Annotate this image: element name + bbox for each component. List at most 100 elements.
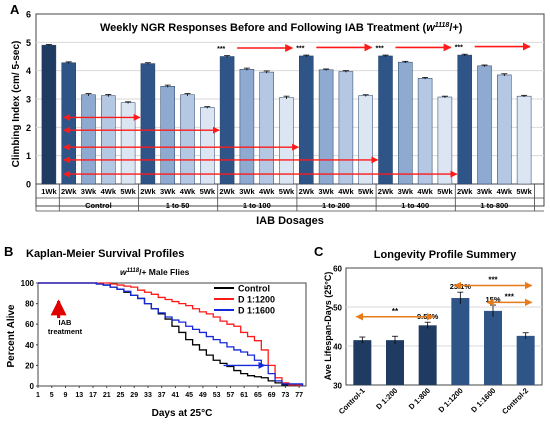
bar xyxy=(120,102,136,185)
y-tick-label: 5 xyxy=(26,38,31,48)
bar xyxy=(378,55,393,185)
significance-mark: *** xyxy=(376,45,384,52)
bar xyxy=(160,86,175,185)
panel-b-y-axis-label: Percent Alive xyxy=(6,304,17,367)
week-tick-label: 3Wk xyxy=(81,187,97,196)
week-tick-label: 3Wk xyxy=(318,187,334,196)
bar xyxy=(437,96,453,185)
significance-mark: *** xyxy=(296,45,304,52)
significance-mark: *** xyxy=(217,46,225,53)
bar xyxy=(338,71,354,185)
panel-a-x-axis-label: IAB Dosages xyxy=(256,215,324,227)
y-tick-label: 6 xyxy=(26,10,31,20)
y-tick-label: 40 xyxy=(333,343,342,352)
panel-c-letter: C xyxy=(314,244,324,259)
panel-a-significance: *** *** *** *** xyxy=(217,42,531,53)
y-tick-label: 30 xyxy=(333,382,342,391)
y-tick-label: 40 xyxy=(25,341,34,350)
panel-a-group-labels: Control 1 to 50 1 to 100 1 to 200 1 to 400 1 … xyxy=(35,184,544,212)
bar xyxy=(398,61,413,185)
y-tick-label: 4 xyxy=(26,66,31,76)
y-tick-label: 60 xyxy=(333,265,342,274)
week-tick-label: 3Wk xyxy=(477,187,493,196)
x-tick-label: 37 xyxy=(158,392,166,399)
week-tick-label: 3Wk xyxy=(239,187,255,196)
bar xyxy=(457,54,472,185)
week-tick-label: 2Wk xyxy=(140,187,156,196)
panel-a-y-ticks: 0 1 2 3 4 5 6 xyxy=(26,10,31,190)
comparison-label: *** xyxy=(505,292,515,301)
week-tick-label: 5Wk xyxy=(279,187,295,196)
bar xyxy=(497,74,512,185)
category-label: D 1:800 xyxy=(407,386,432,411)
y-tick-label: 80 xyxy=(25,300,34,309)
panel-b-subtitle: w1118/+ Male Flies xyxy=(120,267,190,277)
week-tick-label: 3Wk xyxy=(398,187,414,196)
panel-a-letter: A xyxy=(10,2,20,17)
category-label: Control-1 xyxy=(337,386,367,416)
x-tick-label: 5 xyxy=(50,392,54,399)
week-tick-label: 5Wk xyxy=(200,187,216,196)
bar xyxy=(101,95,116,185)
comparison-label: ** xyxy=(392,307,399,316)
panel-a-arrows xyxy=(63,113,458,178)
x-tick-label: 41 xyxy=(172,392,180,399)
week-tick-label: 2Wk xyxy=(378,187,394,196)
plot-frame xyxy=(37,282,307,387)
x-tick-label: 9 xyxy=(64,392,68,399)
x-tick-label: 65 xyxy=(254,392,262,399)
group-label: 1 to 50 xyxy=(166,201,190,210)
panel-a-title: Weekly NGR Responses Before and Followin… xyxy=(100,22,463,34)
panel-c-title: Longevity Profile Summery xyxy=(374,249,517,261)
panel-b-axes: 0 20 40 60 80 100 1 5 9 13 17 21 25 29 33 37 41 45 49 53 57 6… xyxy=(21,279,307,399)
panel-c-y-axis-label: Ave Lifespan-Days (25°C) xyxy=(323,272,333,381)
week-tick-label: 5Wk xyxy=(120,187,136,196)
panel-b-title: Kaplan-Meier Survival Profiles xyxy=(26,248,184,260)
bar xyxy=(353,340,372,385)
significance-mark: *** xyxy=(455,44,463,51)
bar xyxy=(516,95,532,185)
bar xyxy=(318,69,334,185)
bar xyxy=(219,56,235,185)
x-tick-label: 61 xyxy=(240,392,248,399)
x-tick-label: 77 xyxy=(295,392,303,399)
bar xyxy=(299,55,314,185)
week-tick-label: 4Wk xyxy=(259,187,275,196)
bar xyxy=(140,63,156,185)
bar xyxy=(516,335,535,385)
y-tick-label: 100 xyxy=(21,279,35,288)
iab-label-line1: IAB xyxy=(59,318,73,327)
bar xyxy=(180,94,195,185)
panel-c: C Longevity Profile Summery 30 40 50 60 Con… xyxy=(314,244,543,416)
bar xyxy=(41,44,57,185)
week-tick-label: 3Wk xyxy=(160,187,176,196)
bar xyxy=(386,340,404,385)
legend-label: D 1:1600 xyxy=(238,306,275,316)
x-tick-label: 73 xyxy=(281,392,289,399)
panel-a: A Weekly NGR Responses Before and Follow… xyxy=(10,2,545,227)
group-label: 1 to 100 xyxy=(243,201,271,210)
bar xyxy=(61,62,76,185)
category-label: D 1:1600 xyxy=(469,386,497,414)
x-tick-label: 45 xyxy=(185,392,193,399)
bar-value-label: 23.1% xyxy=(450,282,472,291)
panel-c-axes: 30 40 50 60 xyxy=(333,265,543,391)
category-label: Control-2 xyxy=(500,386,530,416)
week-tick-label: 4Wk xyxy=(338,187,354,196)
bar xyxy=(451,298,470,385)
panel-b-x-axis-label: Days at 25°C xyxy=(152,408,213,419)
bar xyxy=(358,95,373,185)
bar xyxy=(239,69,255,185)
bar xyxy=(418,325,437,385)
x-tick-label: 13 xyxy=(75,392,83,399)
week-tick-label: 2Wk xyxy=(457,187,473,196)
legend-label: Control xyxy=(238,284,270,294)
panel-b-iab-annotation: IAB treatment xyxy=(48,299,266,369)
plot-frame xyxy=(345,267,543,386)
x-tick-label: 57 xyxy=(227,392,235,399)
x-tick-label: 1 xyxy=(36,392,40,399)
panel-b: B Kaplan-Meier Survival Profiles w1118/+… xyxy=(4,244,307,419)
panel-b-letter: B xyxy=(4,244,13,259)
